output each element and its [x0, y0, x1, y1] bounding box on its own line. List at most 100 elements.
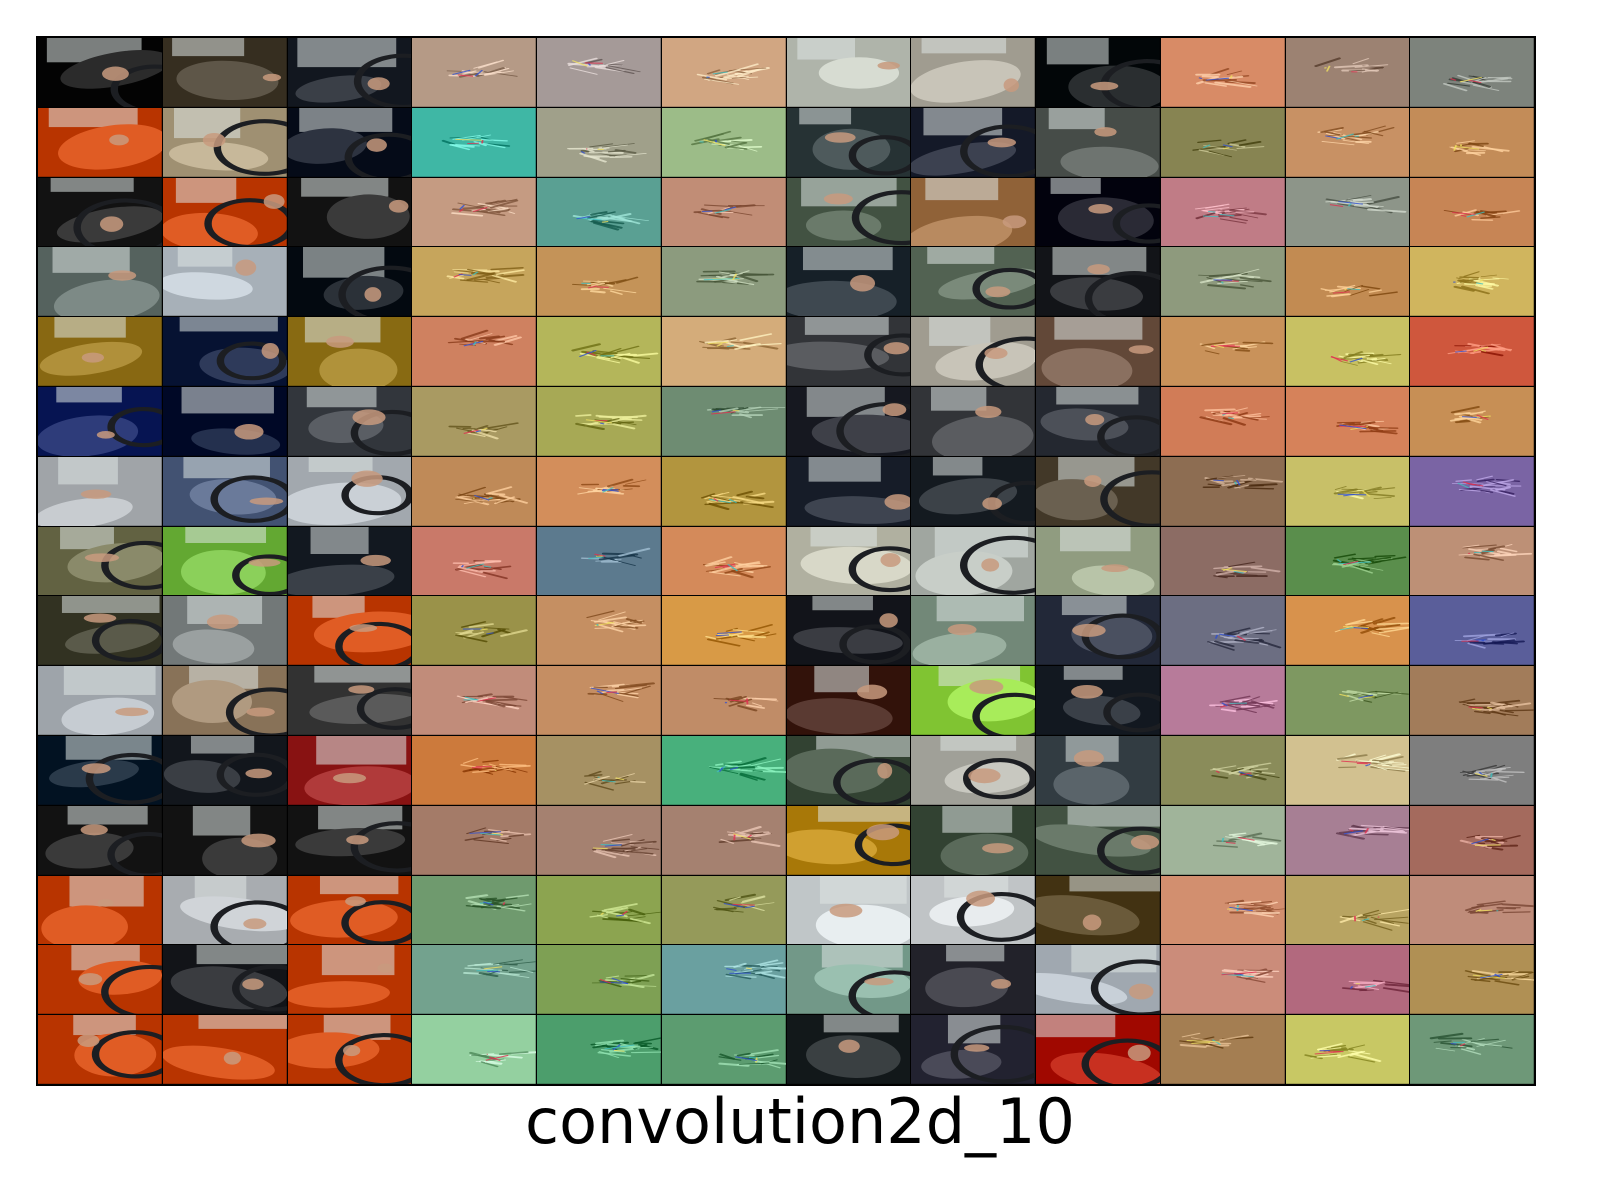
driver-photo-tile	[1036, 945, 1160, 1015]
filter-visualization-tile	[1160, 456, 1285, 526]
driver-photo-tile	[911, 945, 1035, 1015]
driver-photo-tile	[911, 317, 1035, 386]
filter-visualization-tile	[537, 387, 661, 456]
driver-photo-tile	[1036, 456, 1160, 526]
filter-visualization-tile	[1285, 456, 1410, 526]
filter-visualization-tile	[1160, 526, 1285, 596]
filter-visualization-tile	[412, 247, 536, 317]
filter-visualization-tile	[661, 107, 786, 177]
driver-photo-tile	[38, 38, 162, 107]
filter-visualization-tile	[1410, 177, 1534, 247]
driver-photo-tile	[38, 247, 162, 317]
filter-visualization-tile	[1410, 107, 1534, 177]
filter-visualization-tile	[661, 526, 786, 596]
filter-visualization-tile	[1160, 107, 1285, 177]
activation-mosaic	[36, 36, 1536, 1086]
filter-visualization-tile	[537, 177, 661, 247]
driver-photo-tile	[1036, 247, 1160, 317]
filter-visualization-tile	[537, 107, 661, 177]
filter-visualization-tile	[661, 736, 786, 805]
filter-visualization-tile	[412, 596, 536, 666]
driver-photo-tile	[911, 736, 1035, 805]
filter-visualization-tile	[412, 526, 536, 596]
filter-visualization-tile	[1160, 1015, 1285, 1084]
filter-visualization-tile	[537, 736, 661, 805]
driver-photo-tile	[38, 945, 162, 1015]
driver-photo-tile	[38, 107, 162, 177]
driver-photo-tile	[786, 875, 911, 945]
filter-visualization-tile	[661, 945, 786, 1015]
filter-visualization-tile	[1285, 945, 1410, 1015]
filter-visualization-tile	[537, 875, 661, 945]
driver-photo-tile	[162, 1015, 287, 1084]
driver-photo-tile	[786, 177, 911, 247]
driver-photo-tile	[38, 317, 162, 386]
driver-photo-tile	[1036, 805, 1160, 875]
driver-photo-tile	[287, 1015, 412, 1084]
driver-photo-tile	[911, 666, 1035, 735]
filter-visualization-tile	[1160, 596, 1285, 666]
filter-visualization-tile	[661, 1015, 786, 1084]
driver-photo-tile	[38, 456, 162, 526]
driver-photo-tile	[786, 38, 911, 107]
filter-visualization-tile	[1160, 875, 1285, 945]
filter-visualization-tile	[537, 1015, 661, 1084]
filter-visualization-tile	[412, 38, 536, 107]
driver-photo-tile	[287, 736, 412, 805]
filter-visualization-tile	[412, 317, 536, 386]
filter-visualization-tile	[661, 596, 786, 666]
driver-photo-tile	[911, 526, 1035, 596]
filter-visualization-tile	[537, 38, 661, 107]
driver-photo-tile	[786, 736, 911, 805]
filter-visualization-tile	[661, 317, 786, 386]
driver-photo-tile	[911, 107, 1035, 177]
driver-photo-tile	[287, 666, 412, 735]
filter-visualization-tile	[1285, 177, 1410, 247]
driver-photo-tile	[1036, 387, 1160, 456]
driver-photo-tile	[1036, 875, 1160, 945]
driver-photo-tile	[38, 387, 162, 456]
filter-visualization-tile	[1160, 736, 1285, 805]
filter-visualization-tile	[412, 945, 536, 1015]
driver-photo-tile	[162, 38, 287, 107]
driver-photo-tile	[1036, 1015, 1160, 1084]
driver-photo-tile	[786, 456, 911, 526]
driver-photo-tile	[911, 247, 1035, 317]
filter-visualization-tile	[1160, 177, 1285, 247]
driver-photo-tile	[162, 456, 287, 526]
driver-photo-tile	[1036, 736, 1160, 805]
driver-photo-tile	[786, 1015, 911, 1084]
filter-visualization-tile	[1285, 247, 1410, 317]
filter-visualization-tile	[537, 456, 661, 526]
driver-photo-tile	[911, 38, 1035, 107]
driver-photo-tile	[287, 317, 412, 386]
filter-visualization-tile	[1285, 526, 1410, 596]
filter-visualization-tile	[412, 666, 536, 735]
filter-visualization-tile	[1410, 666, 1534, 735]
driver-photo-tile	[162, 596, 287, 666]
filter-visualization-tile	[412, 736, 536, 805]
driver-photo-tile	[287, 177, 412, 247]
driver-photo-tile	[786, 387, 911, 456]
filter-visualization-tile	[1285, 317, 1410, 386]
filter-visualization-tile	[1285, 596, 1410, 666]
filter-visualization-tile	[1285, 387, 1410, 456]
driver-photo-tile	[162, 666, 287, 735]
filter-visualization-tile	[537, 596, 661, 666]
filter-visualization-tile	[1160, 666, 1285, 735]
filter-visualization-tile	[1285, 107, 1410, 177]
driver-photo-tile	[786, 526, 911, 596]
filter-visualization-tile	[1410, 526, 1534, 596]
driver-photo-tile	[287, 107, 412, 177]
filter-visualization-tile	[1160, 38, 1285, 107]
driver-photo-tile	[786, 945, 911, 1015]
filter-visualization-tile	[1160, 805, 1285, 875]
filter-visualization-tile	[1160, 387, 1285, 456]
filter-visualization-tile	[661, 456, 786, 526]
driver-photo-tile	[162, 107, 287, 177]
filter-visualization-tile	[537, 317, 661, 386]
driver-photo-tile	[1036, 177, 1160, 247]
filter-visualization-tile	[537, 805, 661, 875]
driver-photo-tile	[38, 526, 162, 596]
driver-photo-tile	[287, 387, 412, 456]
